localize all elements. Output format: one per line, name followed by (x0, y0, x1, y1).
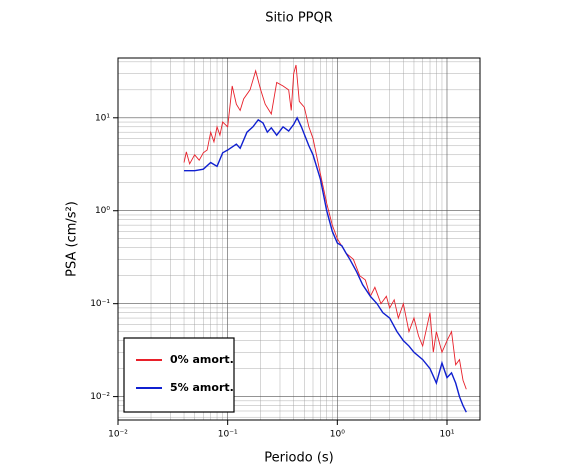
legend-label: 0% amort. (170, 353, 234, 366)
plot-frame (117, 57, 481, 421)
x-tick-label: 10⁻² (108, 430, 128, 440)
y-tick-label: 10⁰ (95, 206, 110, 216)
x-tick-label: 10⁰ (330, 430, 345, 440)
x-tick-label: 10¹ (439, 430, 454, 440)
x-tick-label: 10⁻¹ (218, 430, 238, 440)
y-axis-label: PSA (cm/s²) (65, 201, 80, 277)
chart-title: Sitio PPQR (265, 11, 333, 26)
legend-label: 5% amort. (170, 381, 234, 394)
legend-box (123, 337, 235, 413)
x-axis-label: Periodo (s) (264, 451, 334, 466)
y-tick-label: 10⁻² (90, 392, 110, 402)
y-tick-label: 10¹ (95, 113, 110, 123)
y-tick-label: 10⁻¹ (90, 299, 110, 309)
series-line (184, 116, 467, 413)
series-line (183, 64, 467, 390)
